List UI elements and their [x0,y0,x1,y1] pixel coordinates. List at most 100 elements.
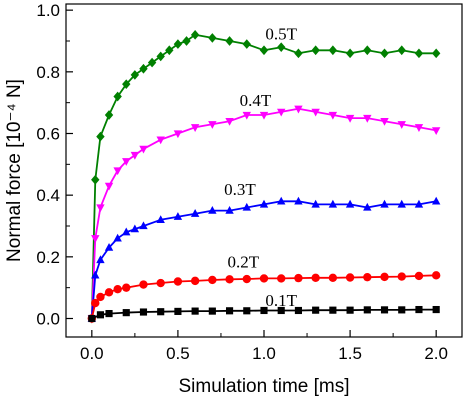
series-label: 0.5T [265,24,297,43]
series-label: 0.1T [265,291,297,310]
data-point [130,70,140,80]
data-point [191,307,199,315]
data-point [182,36,191,46]
data-point [225,36,234,46]
data-point [173,277,183,286]
data-point [208,275,217,285]
series-label: 0.4T [240,91,272,110]
data-point [414,199,424,208]
data-point [122,283,131,292]
data-point [105,309,113,318]
data-point [345,48,355,59]
data-point [397,121,406,129]
data-point [328,199,338,208]
y-axis: 0.0 0.2 0.4 0.6 0.8 1.0 [36,1,73,329]
data-point [139,280,148,289]
data-point [277,306,285,315]
data-point [165,45,174,56]
data-point [328,111,338,120]
data-point [104,182,114,191]
data-point [363,272,372,282]
data-point [156,278,165,288]
data-point [147,57,157,68]
data-point [380,306,389,314]
x-tick-label: 0.0 [80,344,104,363]
data-point [157,308,165,316]
data-point [259,111,269,120]
data-point [380,272,389,282]
data-point [122,79,131,89]
data-point [415,305,423,314]
data-point [294,196,303,205]
data-point [363,306,371,314]
series-0.5T: 0.5T [87,24,441,324]
data-point [311,108,320,117]
data-point [91,235,100,243]
data-point [156,51,165,62]
series-0.2T: 0.2T [87,253,441,323]
data-point [345,114,355,123]
data-point [139,63,148,74]
plot-area: 0.5T 0.4T 0.3T 0.2T 0.1T [87,24,441,324]
data-point [328,273,338,282]
series-line [91,308,437,320]
series-label: 0.2T [228,253,260,272]
y-tick-label: 0.6 [36,125,60,144]
data-point [96,255,105,264]
data-point [312,306,320,314]
data-point [311,199,320,208]
data-point [414,48,424,59]
data-point [225,307,234,315]
y-tick-label: 0.8 [36,63,60,82]
data-point [88,314,96,323]
data-point [139,308,148,316]
data-point [311,273,320,282]
data-point [96,311,105,319]
data-point [208,205,217,214]
data-point [431,196,441,205]
data-point [113,167,122,176]
data-point [259,274,269,283]
data-point [113,233,122,242]
y-tick-label: 0.4 [36,186,60,205]
data-point [122,309,130,317]
data-point [91,174,100,185]
data-point [122,158,131,166]
series-line [90,200,437,319]
data-point [277,196,286,205]
series-line [90,33,437,319]
data-point [173,212,183,220]
data-point [242,111,251,120]
data-point [260,306,268,315]
data-point [345,273,355,282]
data-point [208,307,216,315]
data-point [431,271,441,280]
data-point [414,271,424,281]
data-point [259,45,269,56]
data-point [113,285,122,294]
data-point [113,91,122,102]
data-point [156,136,165,145]
data-point [242,274,251,284]
data-point [259,199,269,208]
data-point [397,199,406,208]
data-point [380,118,389,126]
data-point [190,30,200,40]
data-point [363,45,372,56]
data-point [242,39,251,49]
y-tick-label: 1.0 [36,1,60,20]
data-point [277,108,286,117]
data-point [431,48,441,59]
data-point [173,130,183,139]
x-axis: 0.0 0.5 1.0 1.5 2.0 [80,330,448,363]
data-point [104,288,114,297]
data-point [277,274,286,283]
series-0.4T: 0.4T [87,91,441,324]
data-point [294,306,303,315]
data-point [190,276,200,286]
data-point [225,275,234,284]
data-point [190,124,200,132]
data-point [346,306,354,314]
data-point [363,202,372,211]
